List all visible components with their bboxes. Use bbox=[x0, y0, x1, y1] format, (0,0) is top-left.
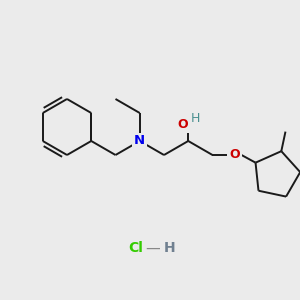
Text: H: H bbox=[164, 241, 176, 255]
Text: —: — bbox=[146, 241, 160, 256]
Text: O: O bbox=[229, 148, 240, 161]
Text: N: N bbox=[134, 134, 145, 148]
Text: H: H bbox=[190, 112, 200, 124]
Text: O: O bbox=[177, 118, 188, 131]
Text: Cl: Cl bbox=[129, 241, 143, 255]
